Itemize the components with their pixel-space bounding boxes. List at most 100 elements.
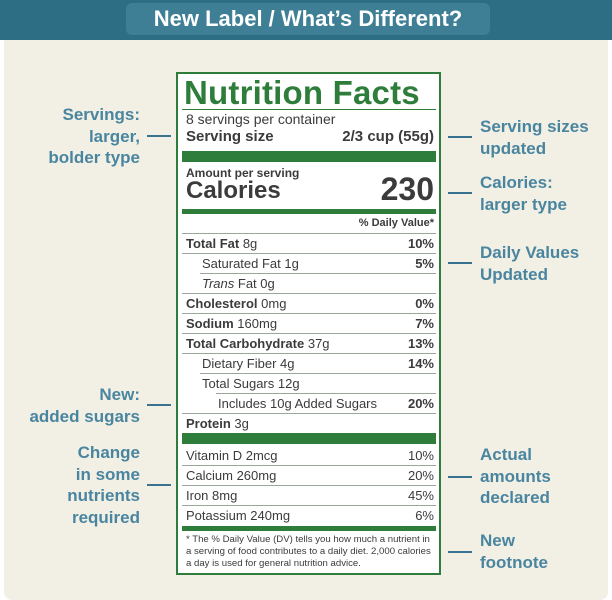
row-divider — [182, 505, 436, 506]
callout-line: Change — [77, 443, 140, 462]
connector-actual-amounts — [448, 476, 472, 478]
callout-footnote: New footnote — [480, 530, 548, 573]
row-divider — [182, 293, 436, 294]
connector-calories — [448, 192, 472, 194]
thick-divider — [182, 151, 436, 162]
connector-serving-sizes — [448, 136, 472, 138]
row-divider — [200, 273, 436, 274]
nutrient-amount: 8g — [242, 236, 258, 251]
connector-nutrients — [147, 484, 171, 486]
fiber-dv: 14% — [407, 356, 434, 371]
daily-value-header: % Daily Value* — [358, 217, 434, 229]
callout-line: Updated — [480, 264, 548, 284]
callout-serving-sizes: Serving sizes updated — [480, 116, 589, 159]
callout-line: Serving sizes — [480, 117, 589, 136]
iron-dv: 45% — [407, 488, 434, 503]
callout-line: New: — [99, 385, 140, 404]
cholesterol-row: Cholesterol 0mg — [186, 296, 286, 311]
total-carb-dv: 13% — [407, 336, 434, 351]
trans-rest: Fat 0g — [234, 276, 275, 291]
footnote-line: a day is used for general nutrition advi… — [186, 558, 361, 569]
total-fat-dv: 10% — [407, 236, 434, 251]
callout-line: updated — [480, 138, 547, 158]
row-divider — [182, 253, 436, 254]
callout-line: required — [71, 507, 140, 527]
connector-daily-values — [448, 262, 472, 264]
callout-line: larger type — [480, 194, 567, 214]
serving-size-value: 2/3 cup (55g) — [342, 128, 434, 145]
protein-row: Protein 3g — [186, 416, 249, 431]
callout-line: Daily Values — [480, 243, 580, 262]
thick-divider — [182, 433, 436, 444]
calcium-row: Calcium 260mg — [186, 468, 277, 483]
callout-line: in some — [75, 464, 140, 484]
sodium-dv: 7% — [415, 316, 434, 331]
callout-line: declared — [480, 488, 550, 507]
servings-per-container: 8 servings per container — [186, 111, 336, 127]
nutrient-name: Total Fat — [186, 236, 240, 251]
connector-servings — [147, 135, 171, 137]
total-sugars-row: Total Sugars 12g — [202, 376, 300, 391]
footnote-text: * The % Daily Value (DV) tells you how m… — [186, 534, 436, 570]
callout-line: larger, — [88, 126, 140, 146]
amount-per-serving: Amount per serving — [186, 166, 300, 180]
vitamin-d-row: Vitamin D 2mcg — [186, 448, 278, 463]
trans-italic: Trans — [202, 276, 235, 291]
callout-line: Actual — [480, 445, 532, 464]
callout-line: bolder type — [48, 148, 140, 167]
nutrition-facts-title: Nutrition Facts — [184, 74, 420, 111]
trans-fat-row: Trans Fat 0g — [202, 276, 275, 291]
nutrient-name: Total Carbohydrate — [186, 336, 305, 351]
serving-size-label: Serving size — [186, 128, 274, 145]
medium-divider — [182, 526, 436, 531]
callout-line: footnote — [480, 552, 548, 572]
nutrient-name: Cholesterol — [186, 296, 258, 311]
row-divider — [216, 393, 436, 394]
callout-calories: Calories: larger type — [480, 172, 567, 215]
footnote-line: * The % Daily Value (DV) tells you how m… — [186, 534, 430, 545]
row-divider — [182, 353, 436, 354]
callout-nutrients: Change in some nutrients required — [67, 442, 140, 528]
nutrient-name: Protein — [186, 416, 231, 431]
callout-line: amounts — [480, 466, 551, 486]
nutrient-amount: 0mg — [261, 296, 287, 311]
callout-added-sugars: New: added sugars — [29, 384, 140, 427]
saturated-fat-dv: 5% — [415, 256, 434, 271]
row-divider — [182, 465, 436, 466]
callout-line: Servings: — [62, 105, 140, 124]
cholesterol-dv: 0% — [415, 296, 434, 311]
calcium-dv: 20% — [407, 468, 434, 483]
row-divider — [182, 485, 436, 486]
medium-divider — [182, 209, 436, 214]
calories-value: 230 — [380, 171, 434, 207]
fiber-row: Dietary Fiber 4g — [202, 356, 295, 371]
callout-line: nutrients — [67, 486, 140, 505]
page-title: New Label / What’s Different? — [153, 6, 463, 31]
nutrient-name: Sodium — [186, 316, 234, 331]
potassium-row: Potassium 240mg — [186, 508, 291, 523]
footnote-line: a serving of food contributes to a daily… — [186, 546, 431, 557]
callout-line: added sugars — [29, 406, 140, 426]
callout-daily-values: Daily Values Updated — [480, 242, 579, 285]
row-divider — [182, 233, 436, 234]
sodium-row: Sodium 160mg — [186, 316, 277, 331]
added-sugars-dv: 20% — [407, 396, 434, 411]
connector-footnote — [448, 551, 472, 553]
nutrient-amount: 3g — [234, 416, 249, 431]
callout-line: New — [480, 531, 515, 550]
vitamin-d-dv: 10% — [407, 448, 434, 463]
divider-bar — [182, 109, 436, 110]
connector-added-sugars — [147, 404, 171, 406]
total-fat-row: Total Fat 8g — [186, 236, 257, 251]
callout-line: Calories: — [480, 173, 553, 192]
potassium-dv: 6% — [415, 508, 434, 523]
calories-label: Calories — [186, 177, 281, 204]
row-divider — [182, 413, 436, 414]
nutrient-amount: 37g — [307, 336, 330, 351]
iron-row: Iron 8mg — [186, 488, 238, 503]
title-box — [126, 3, 490, 35]
nutrient-amount: 160mg — [237, 316, 278, 331]
total-carb-row: Total Carbohydrate 37g — [186, 336, 330, 351]
row-divider — [182, 333, 436, 334]
saturated-fat-row: Saturated Fat 1g — [202, 256, 299, 271]
